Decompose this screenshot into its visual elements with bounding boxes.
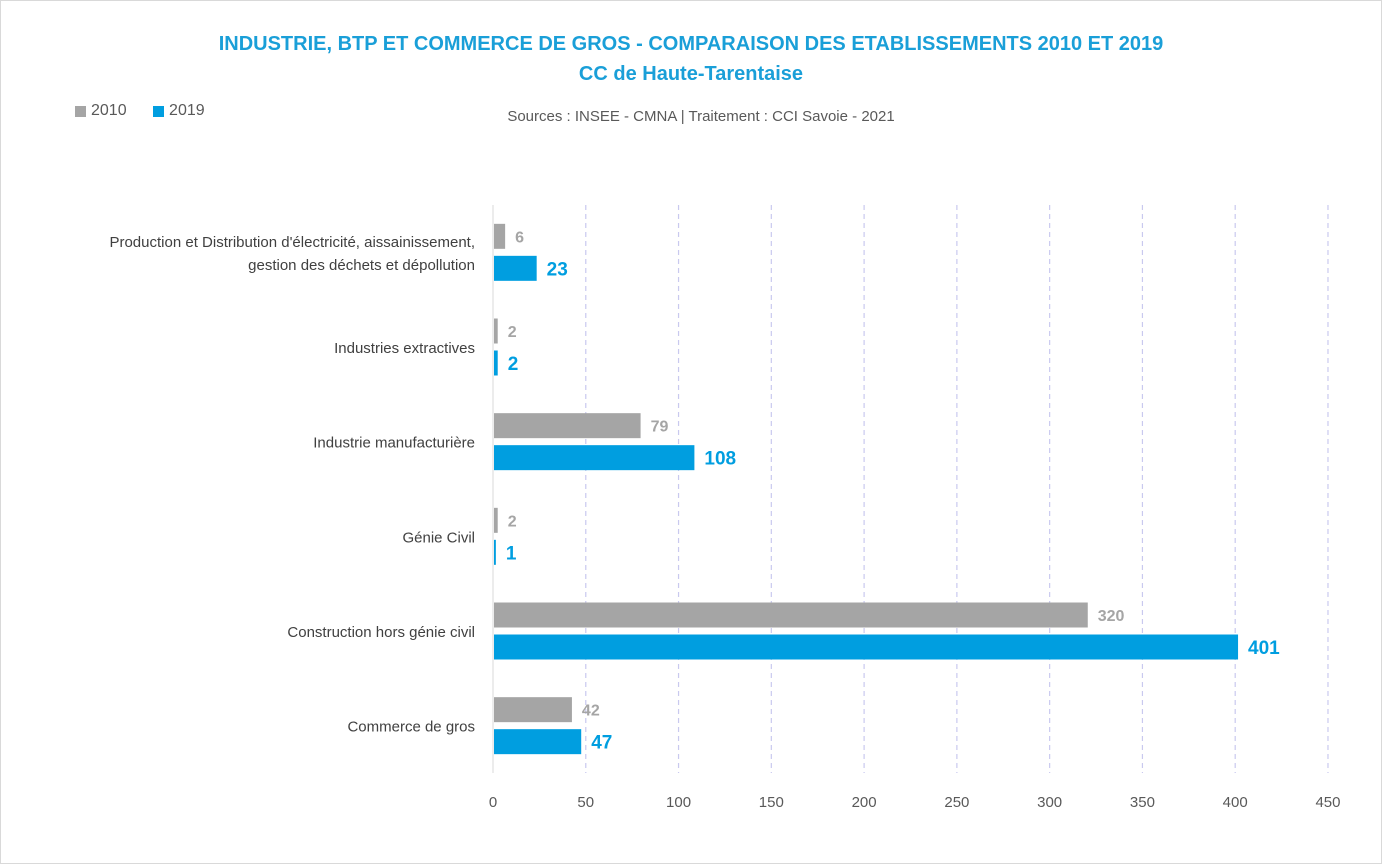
category-label: Industries extractives bbox=[334, 340, 475, 357]
x-tick-label: 50 bbox=[577, 794, 594, 811]
bar-2019-industrie-manufacturiere bbox=[494, 445, 695, 471]
bar-2010-production-et-distribution-d-electricite-aissainissement bbox=[494, 223, 506, 249]
category-label: Construction hors génie civil bbox=[287, 624, 475, 641]
bar-2010-commerce-de-gros bbox=[494, 697, 572, 723]
data-label-2010-industrie-manufacturiere: 79 bbox=[651, 419, 669, 436]
data-label-2019-genie-civil: 1 bbox=[506, 543, 517, 564]
legend: 2010 2019 bbox=[75, 102, 227, 122]
x-tick-label: 250 bbox=[944, 794, 969, 811]
data-label-2019-industrie-manufacturiere: 108 bbox=[704, 449, 736, 470]
x-tick-label: 100 bbox=[666, 794, 691, 811]
data-label-2010-genie-civil: 2 bbox=[508, 513, 517, 530]
x-tick-label: 150 bbox=[759, 794, 784, 811]
x-tick-label: 200 bbox=[852, 794, 877, 811]
x-tick-label: 0 bbox=[489, 794, 497, 811]
bar-2010-industrie-manufacturiere bbox=[494, 413, 641, 439]
chart-subtitle: CC de Haute-Tarentaise bbox=[578, 63, 804, 85]
x-tick-label: 350 bbox=[1130, 794, 1155, 811]
x-tick-label: 300 bbox=[1037, 794, 1062, 811]
data-label-2010-construction-hors-genie-civil: 320 bbox=[1098, 608, 1125, 625]
legend-swatch-2019 bbox=[153, 105, 165, 117]
bar-2019-industries-extractives bbox=[494, 350, 498, 376]
data-label-2019-commerce-de-gros: 47 bbox=[591, 733, 612, 754]
bar-2010-industries-extractives bbox=[494, 318, 498, 344]
legend-swatch-2010 bbox=[75, 105, 86, 117]
x-tick-label: 450 bbox=[1315, 794, 1340, 811]
bar-2019-production-et-distribution-d-electricite-aissainissement bbox=[494, 255, 537, 281]
data-label-2019-production-et-distribution-d-electricite-aissainissement: 23 bbox=[547, 259, 568, 280]
bar-2010-genie-civil bbox=[494, 507, 498, 533]
category-label: Commerce de gros bbox=[347, 719, 475, 736]
category-label: Génie Civil bbox=[402, 529, 475, 546]
data-label-2010-commerce-de-gros: 42 bbox=[582, 703, 600, 720]
legend-label-2010: 2010 bbox=[91, 102, 127, 119]
chart-title: INDUSTRIE, BTP ET COMMERCE DE GROS - COM… bbox=[218, 33, 1164, 55]
data-label-2019-industries-extractives: 2 bbox=[508, 354, 519, 375]
bar-2019-genie-civil bbox=[494, 539, 496, 565]
legend-label-2019: 2019 bbox=[169, 102, 205, 119]
data-label-2010-production-et-distribution-d-electricite-aissainissement: 6 bbox=[515, 229, 524, 246]
legend-item-2019: 2019 bbox=[153, 102, 205, 120]
category-label: Production et Distribution d'électricité… bbox=[109, 234, 475, 251]
data-label-2010-industries-extractives: 2 bbox=[508, 324, 517, 341]
data-label-2019-construction-hors-genie-civil: 401 bbox=[1248, 638, 1280, 659]
category-label: Industrie manufacturière bbox=[313, 435, 475, 452]
legend-item-2010: 2010 bbox=[75, 102, 127, 120]
bar-2019-commerce-de-gros bbox=[494, 729, 582, 755]
x-tick-label: 400 bbox=[1223, 794, 1248, 811]
bar-2019-construction-hors-genie-civil bbox=[494, 634, 1239, 660]
category-label: gestion des déchets et dépollution bbox=[248, 257, 475, 274]
chart-sources: Sources : INSEE - CMNA | Traitement : CC… bbox=[507, 108, 895, 125]
bar-2010-construction-hors-genie-civil bbox=[494, 602, 1088, 628]
